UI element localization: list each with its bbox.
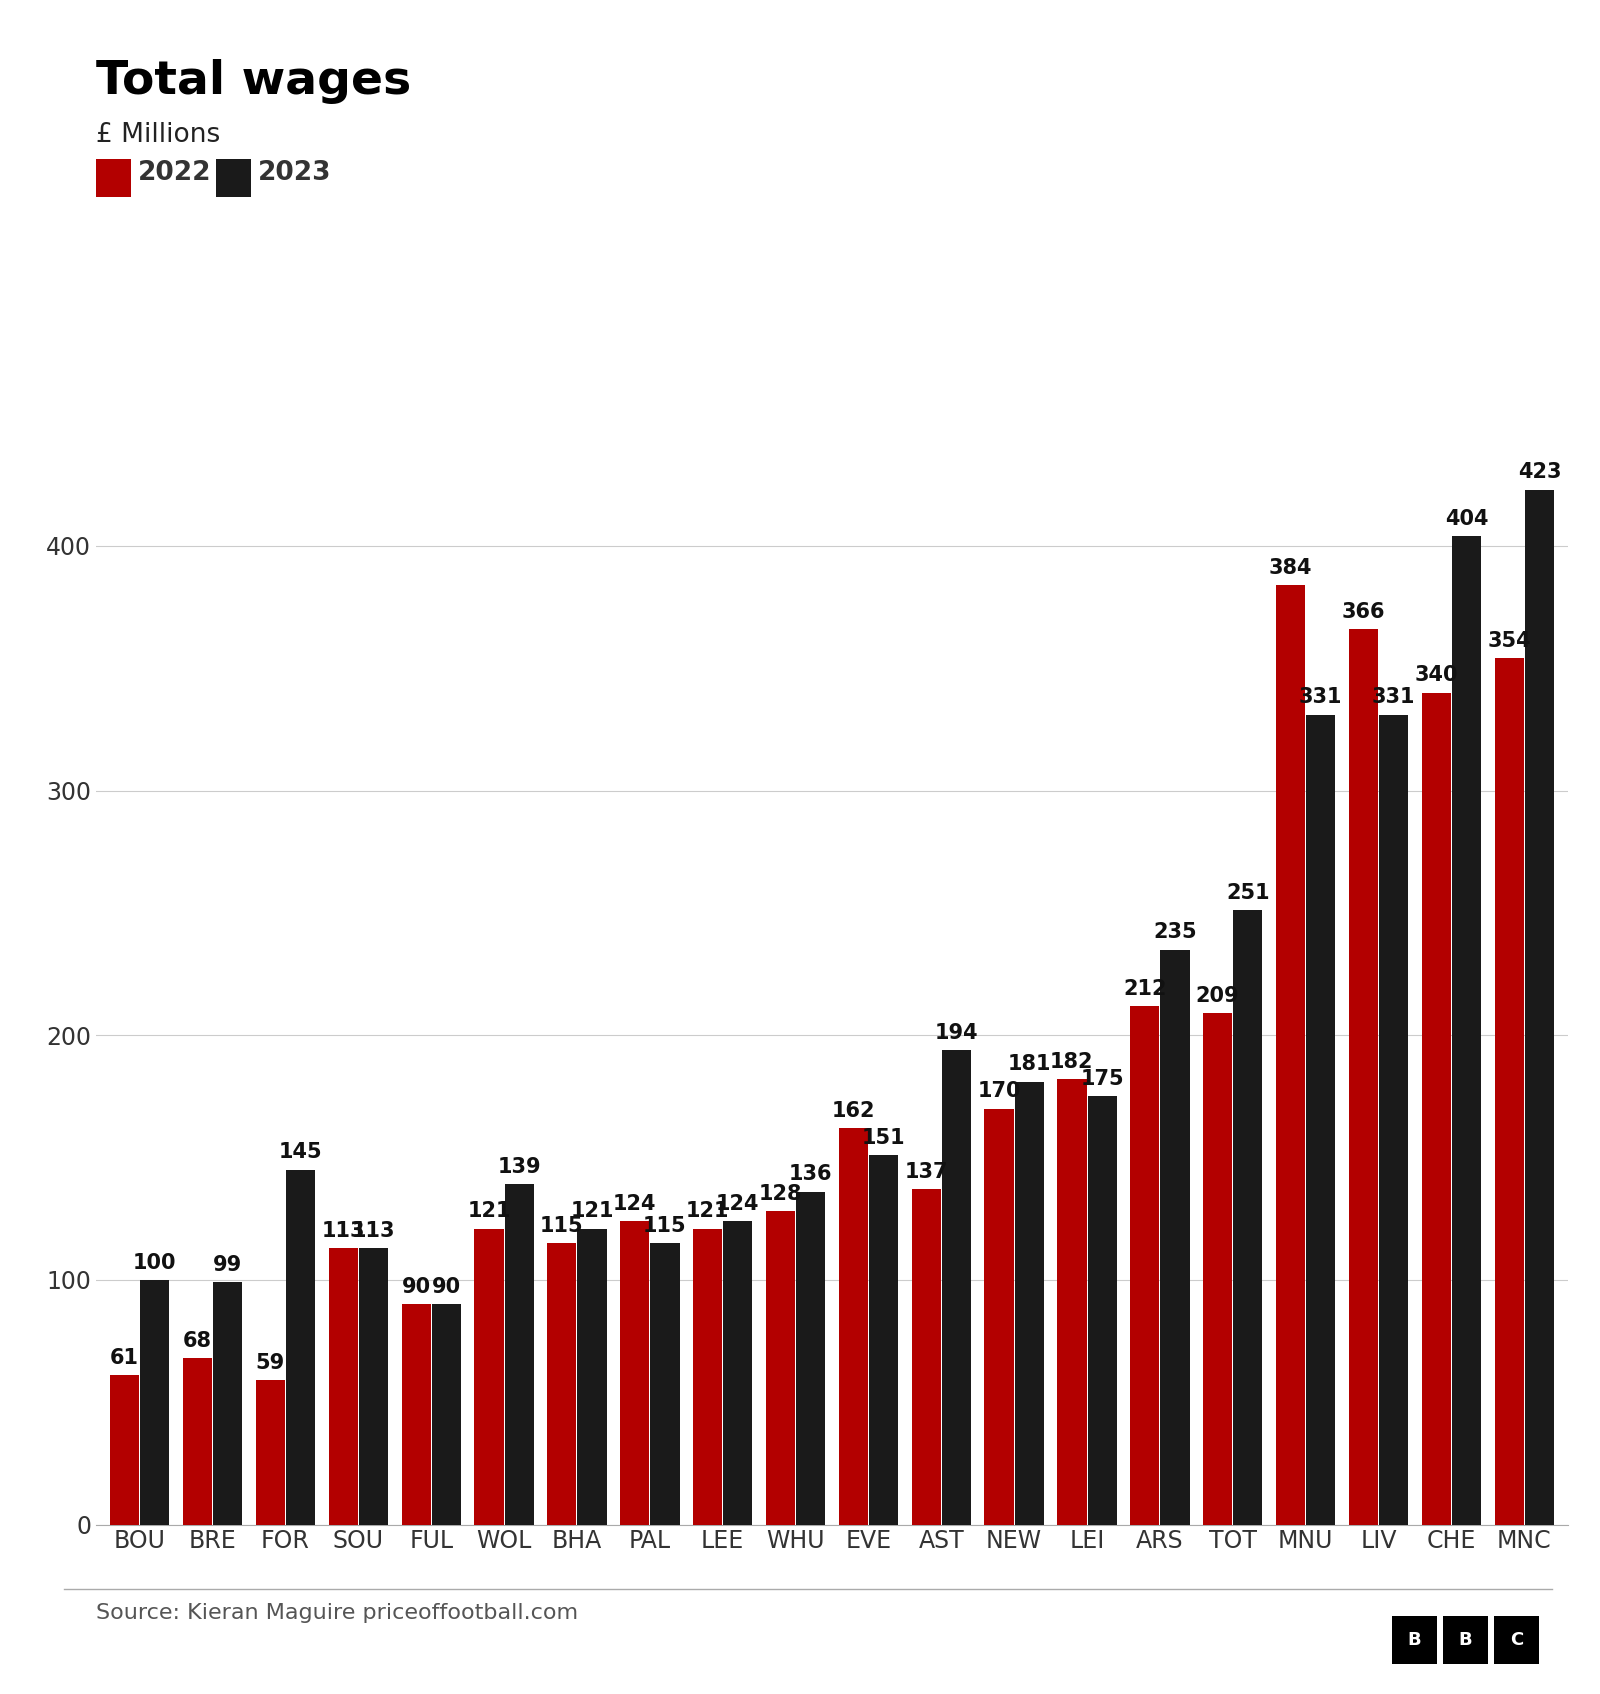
Text: 90: 90 <box>432 1277 461 1298</box>
Bar <box>621 1221 650 1525</box>
Bar <box>213 1282 242 1525</box>
Bar <box>328 1248 358 1525</box>
Bar <box>912 1189 941 1525</box>
Text: 68: 68 <box>182 1331 211 1350</box>
Bar <box>1494 659 1523 1525</box>
Text: 121: 121 <box>467 1201 510 1221</box>
Bar <box>869 1155 898 1525</box>
Text: 404: 404 <box>1445 508 1488 529</box>
Text: 124: 124 <box>613 1194 656 1215</box>
Text: 137: 137 <box>904 1162 947 1182</box>
Text: Total wages: Total wages <box>96 59 411 105</box>
Text: Source: Kieran Maguire priceoffootball.com: Source: Kieran Maguire priceoffootball.c… <box>96 1603 578 1623</box>
Text: 61: 61 <box>110 1348 139 1369</box>
Text: 136: 136 <box>789 1164 832 1184</box>
Text: 145: 145 <box>278 1142 322 1162</box>
Text: 121: 121 <box>570 1201 614 1221</box>
Bar <box>1349 628 1378 1525</box>
Bar <box>1160 950 1190 1525</box>
Text: 331: 331 <box>1299 688 1342 708</box>
Bar <box>504 1184 534 1525</box>
Text: 194: 194 <box>934 1023 978 1042</box>
Text: 99: 99 <box>213 1255 242 1276</box>
Bar <box>984 1108 1014 1525</box>
Bar <box>402 1304 430 1525</box>
Text: 113: 113 <box>352 1221 395 1240</box>
Bar <box>1058 1079 1086 1525</box>
Bar <box>474 1228 504 1525</box>
Bar <box>1422 693 1451 1525</box>
Text: 162: 162 <box>832 1101 875 1121</box>
Bar <box>578 1228 606 1525</box>
Text: 2022: 2022 <box>138 159 211 186</box>
Bar <box>942 1050 971 1525</box>
Bar <box>693 1228 722 1525</box>
Bar <box>1203 1013 1232 1525</box>
Text: 384: 384 <box>1269 557 1312 578</box>
Bar <box>182 1359 213 1525</box>
Bar <box>723 1221 752 1525</box>
Bar <box>256 1381 285 1525</box>
Text: 340: 340 <box>1414 666 1458 686</box>
Bar <box>1525 490 1554 1525</box>
Bar <box>838 1128 867 1525</box>
Text: 121: 121 <box>686 1201 730 1221</box>
Text: 212: 212 <box>1123 979 1166 998</box>
Bar <box>1130 1006 1160 1525</box>
Bar <box>1306 715 1336 1525</box>
Bar <box>286 1171 315 1525</box>
Text: 100: 100 <box>133 1252 176 1272</box>
Bar <box>1014 1082 1043 1525</box>
Text: 59: 59 <box>256 1354 285 1372</box>
Text: 175: 175 <box>1080 1069 1123 1089</box>
Bar <box>547 1243 576 1525</box>
Text: B: B <box>1459 1631 1472 1648</box>
Text: 2023: 2023 <box>258 159 331 186</box>
Text: 128: 128 <box>758 1184 802 1204</box>
Bar <box>766 1211 795 1525</box>
Bar <box>1234 910 1262 1525</box>
Text: 209: 209 <box>1195 986 1240 1006</box>
Text: 151: 151 <box>862 1128 906 1149</box>
Bar <box>141 1281 170 1525</box>
Bar <box>1451 535 1482 1525</box>
Bar <box>1088 1096 1117 1525</box>
Text: 115: 115 <box>643 1216 686 1237</box>
Text: 331: 331 <box>1371 688 1416 708</box>
Text: 115: 115 <box>541 1216 584 1237</box>
Text: 90: 90 <box>402 1277 430 1298</box>
Text: 423: 423 <box>1518 462 1562 483</box>
Text: C: C <box>1510 1631 1523 1648</box>
Bar <box>1275 584 1306 1525</box>
Text: 170: 170 <box>978 1081 1021 1101</box>
Text: B: B <box>1408 1631 1421 1648</box>
Text: 182: 182 <box>1050 1052 1094 1072</box>
Bar <box>650 1243 680 1525</box>
Bar <box>797 1193 826 1525</box>
Bar <box>1379 715 1408 1525</box>
Bar <box>110 1376 139 1525</box>
Text: 139: 139 <box>498 1157 541 1177</box>
Text: 354: 354 <box>1488 632 1531 650</box>
Text: 366: 366 <box>1342 601 1386 622</box>
Bar <box>358 1248 389 1525</box>
Text: £ Millions: £ Millions <box>96 122 221 147</box>
Text: 181: 181 <box>1008 1054 1051 1074</box>
Text: 251: 251 <box>1226 883 1270 903</box>
Bar <box>432 1304 461 1525</box>
Text: 124: 124 <box>717 1194 760 1215</box>
Text: 235: 235 <box>1154 922 1197 942</box>
Text: 113: 113 <box>322 1221 365 1240</box>
